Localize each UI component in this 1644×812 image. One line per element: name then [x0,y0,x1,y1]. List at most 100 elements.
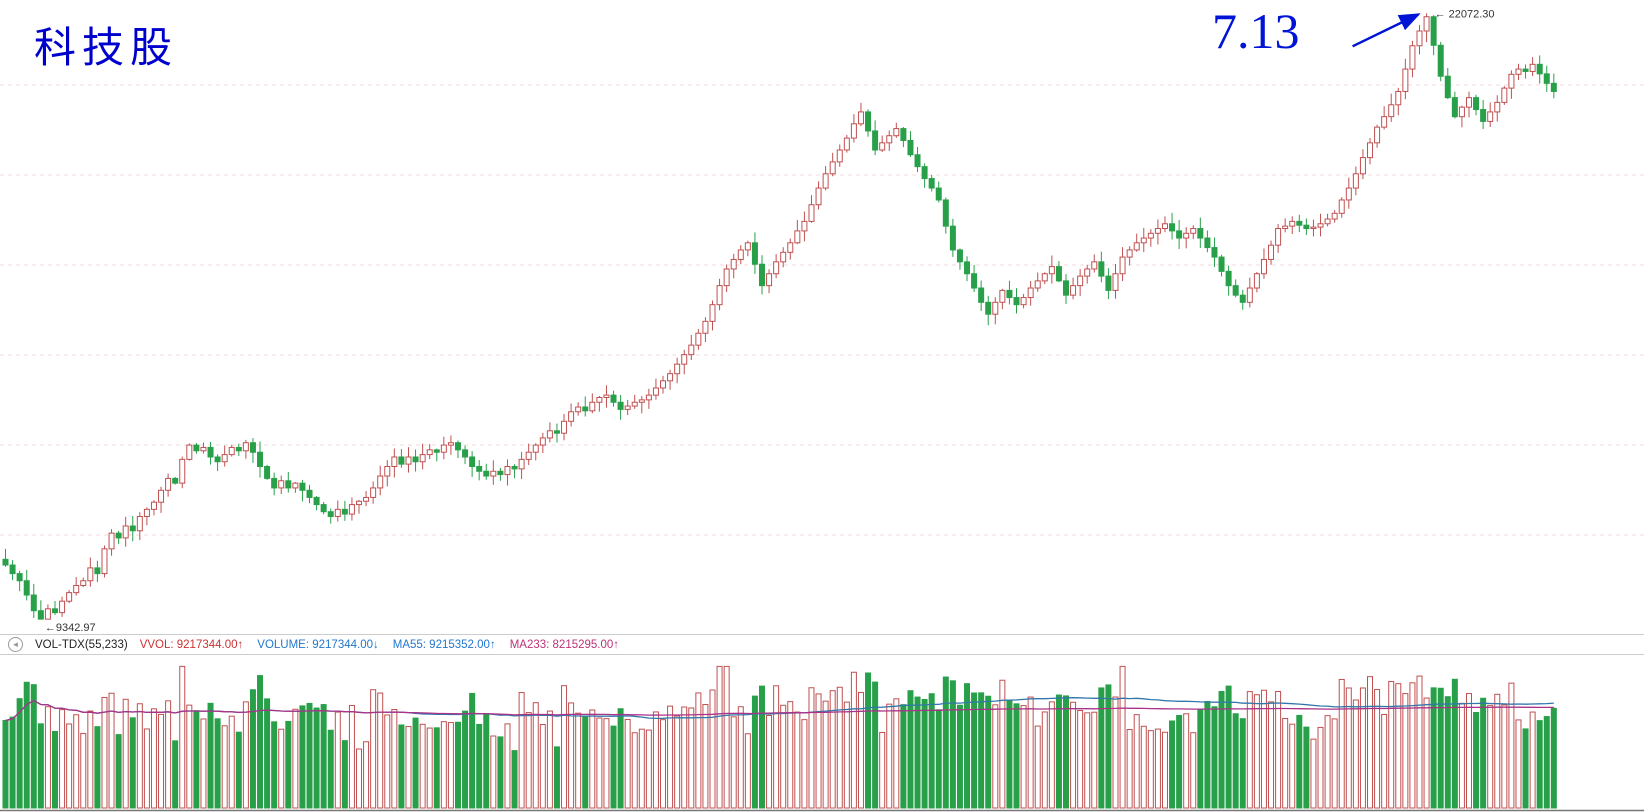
volume-bar [589,709,596,809]
candle [1508,73,1515,89]
candle [1367,142,1374,159]
candle [426,449,433,456]
volume-bar [1324,715,1331,809]
low-annotation: ←9342.97 [45,622,96,633]
candle [1501,87,1508,103]
volume-bar [794,711,801,809]
volume-bar [1055,694,1062,809]
volume-bar [469,692,476,809]
candle [702,320,709,334]
volume-bar [172,740,179,809]
candle [306,489,313,498]
candle [1183,232,1190,239]
candle [1147,232,1154,239]
volume-bar [723,665,730,809]
price-chart[interactable]: ←9342.97 ← 22072.30 [0,0,1644,633]
volume-bar [285,720,292,809]
candle [391,456,398,468]
candle [405,456,412,465]
candle [766,273,773,287]
candle [1140,237,1147,244]
volume-bar [143,728,150,809]
candle [1169,223,1176,232]
candle [313,496,320,506]
candle [363,496,370,502]
volume-bar [1140,725,1147,809]
candle [1282,225,1289,230]
volume-bar [51,730,58,809]
candle [1126,249,1133,258]
volume-bar [1027,696,1034,809]
volume-bar [476,723,483,809]
candle [900,128,907,141]
candle [1402,68,1409,92]
candle [561,420,568,434]
volume-bar [1296,714,1303,809]
volume-bar [688,707,695,809]
volume-bar [264,698,271,809]
candle [617,401,624,410]
volume-bar [582,716,589,809]
volume-bar [1041,711,1048,809]
candle [1098,261,1105,277]
candle [292,482,299,489]
candle [51,608,58,614]
candle [1296,220,1303,226]
candle [257,451,264,468]
volume-bar [200,718,207,809]
candle [1211,247,1218,258]
volume-bar [1543,716,1550,809]
volume-bar [532,702,539,809]
indicator-name[interactable]: VOL-TDX(55,233) [35,638,128,651]
volume-bar [16,698,23,809]
collapse-indicator-icon[interactable]: ◄ [8,637,23,652]
indicator-values: VVOL: 9217344.00↑ VOLUME: 9217344.00↓ MA55… [140,639,619,651]
volume-bar [949,680,956,809]
candle [1381,116,1388,128]
candle [1105,275,1112,291]
volume-bar [228,715,235,809]
candle [497,470,504,476]
volume-bar [660,719,667,809]
volume-bar [971,692,978,809]
volume-bar [900,704,907,809]
volume-bar [942,676,949,809]
volume-bar [419,723,426,809]
volume-bar [398,724,405,809]
candle [850,123,857,139]
candle [1522,68,1529,72]
candle [136,515,143,532]
volume-bar [539,723,546,809]
candle [546,430,553,439]
volume-bar [553,746,560,809]
volume-bar [1317,726,1324,809]
volume-bar [1310,738,1317,809]
volume-bar [1098,687,1105,809]
candle [801,220,808,232]
candle [1268,244,1275,260]
candle [440,444,447,453]
candle [751,242,758,265]
volume-chart[interactable] [0,656,1644,812]
candle [1416,30,1423,47]
volume-bar [1105,684,1112,809]
volume-bar [306,702,313,809]
volume-bar [1487,704,1494,809]
volume-bar [737,706,744,809]
candle [1253,273,1260,289]
volume-bar [405,725,412,809]
candle [186,444,193,460]
volume-bar [999,679,1006,809]
volume-bar [638,728,645,809]
volume-bar [610,725,617,809]
volume-bar [808,687,815,809]
volume-bar [483,713,490,809]
candle [978,287,985,303]
volume-bar [511,750,518,809]
volume-bar [115,734,122,809]
candle [935,187,942,201]
volume-bar [257,675,264,809]
volume-bar [879,731,886,809]
candle [886,135,893,144]
